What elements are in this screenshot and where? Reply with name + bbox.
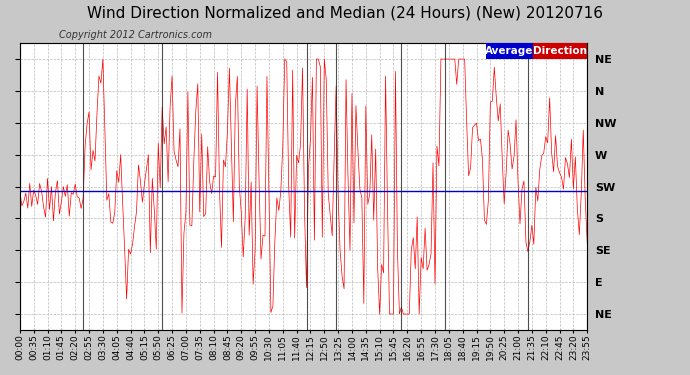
Text: Wind Direction Normalized and Median (24 Hours) (New) 20120716: Wind Direction Normalized and Median (24…: [87, 6, 603, 21]
Text: Copyright 2012 Cartronics.com: Copyright 2012 Cartronics.com: [59, 30, 212, 40]
Text: Average: Average: [485, 46, 533, 56]
Text: Direction: Direction: [533, 46, 586, 56]
